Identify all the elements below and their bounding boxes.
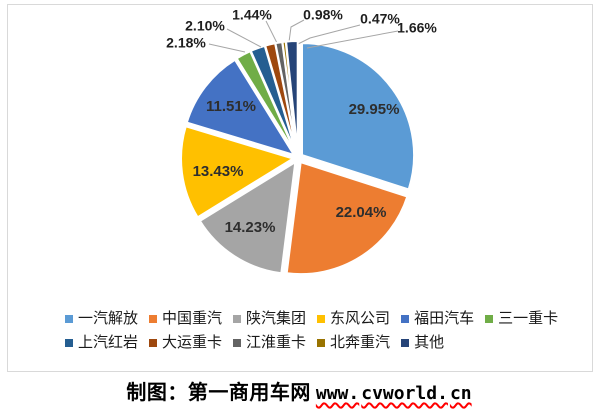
legend-item: 三一重卡 xyxy=(485,310,559,328)
legend-label: 福田汽车 xyxy=(414,310,475,327)
pct-label-8: 0.98% xyxy=(303,7,343,23)
pct-label-4: 11.51% xyxy=(206,98,256,115)
pie-chart: 29.95% 22.04% 14.23% 13.43% 11.51% 2.18%2.10%… xyxy=(166,7,437,276)
pie-slice-1 xyxy=(285,161,409,276)
leader-line-6 xyxy=(226,28,262,48)
legend-item: 东风公司 xyxy=(317,310,391,328)
caption-url: www. cvworld. cn xyxy=(316,383,474,404)
chart-legend: 一汽解放 中国重汽 陕汽集团 东风公司 福田汽车 三一重卡 上汽红岩 大运重卡 江淮重卡 北奔重… xyxy=(0,310,600,352)
pie-slice-0 xyxy=(301,42,416,191)
legend-label: 东风公司 xyxy=(330,310,391,327)
legend-swatch-icon xyxy=(233,315,242,324)
pct-label-7: 1.44% xyxy=(232,7,272,23)
legend-label: 北奔重汽 xyxy=(330,333,391,351)
legend-swatch-icon xyxy=(485,315,494,324)
legend-swatch-icon xyxy=(65,315,73,324)
leader-line-9 xyxy=(295,24,361,46)
pct-label-9: 0.47% xyxy=(360,11,400,27)
leader-line-10 xyxy=(306,30,399,49)
pie-slice-2 xyxy=(198,161,297,275)
caption-url-part: cvworld. xyxy=(361,383,448,404)
legend-item: 中国重汽 xyxy=(149,310,223,328)
caption-url-part: www. xyxy=(315,383,360,404)
legend-swatch-icon xyxy=(401,338,410,347)
legend-swatch-icon xyxy=(149,338,158,347)
caption-text: 制图：第一商用车网 xyxy=(126,382,311,404)
pct-label-3: 13.43% xyxy=(193,163,244,180)
legend-swatch-icon xyxy=(401,315,410,324)
legend-row-1: 一汽解放 中国重汽 陕汽集团 东风公司 福田汽车 三一重卡 xyxy=(65,310,558,328)
legend-label: 其他 xyxy=(414,333,445,351)
legend-item: 陕汽集团 xyxy=(233,310,307,328)
pct-label-1: 22.04% xyxy=(336,204,387,221)
legend-swatch-icon xyxy=(149,315,158,324)
legend-label: 一汽解放 xyxy=(78,310,139,327)
legend-label: 江淮重卡 xyxy=(246,333,307,351)
legend-item: 大运重卡 xyxy=(149,333,223,352)
pct-label-0: 29.95% xyxy=(349,101,400,118)
legend-swatch-icon xyxy=(317,315,326,324)
legend-item: 其他 xyxy=(401,333,445,352)
legend-item: 江淮重卡 xyxy=(233,333,307,352)
caption-url-part: cn xyxy=(449,383,472,404)
legend-label: 三一重卡 xyxy=(498,310,559,327)
legend-label: 大运重卡 xyxy=(162,333,223,351)
legend-label: 中国重汽 xyxy=(162,310,223,327)
legend-row-2: 上汽红岩 大运重卡 江淮重卡 北奔重汽 其他 xyxy=(65,333,535,352)
leader-line-7 xyxy=(265,20,278,44)
pct-label-5: 2.18% xyxy=(166,35,206,51)
legend-item: 福田汽车 xyxy=(401,310,475,328)
legend-label: 陕汽集团 xyxy=(246,310,307,327)
legend-swatch-icon xyxy=(233,338,242,347)
legend-item: 一汽解放 xyxy=(65,310,139,328)
leader-line-5 xyxy=(208,43,246,53)
legend-swatch-icon xyxy=(317,338,326,347)
pct-label-10: 1.66% xyxy=(397,20,437,36)
pie-slice-3 xyxy=(180,125,294,219)
legend-swatch-icon xyxy=(65,338,73,347)
caption: 制图：第一商用车网 www. cvworld. cn xyxy=(0,376,600,405)
pie-slice-10 xyxy=(285,39,299,154)
pie-slice-4 xyxy=(185,58,295,156)
pct-label-2: 14.23% xyxy=(225,219,276,236)
legend-item: 上汽红岩 xyxy=(65,333,139,352)
legend-item: 北奔重汽 xyxy=(317,333,391,352)
pct-label-6: 2.10% xyxy=(185,18,225,34)
legend-label: 上汽红岩 xyxy=(78,333,139,351)
